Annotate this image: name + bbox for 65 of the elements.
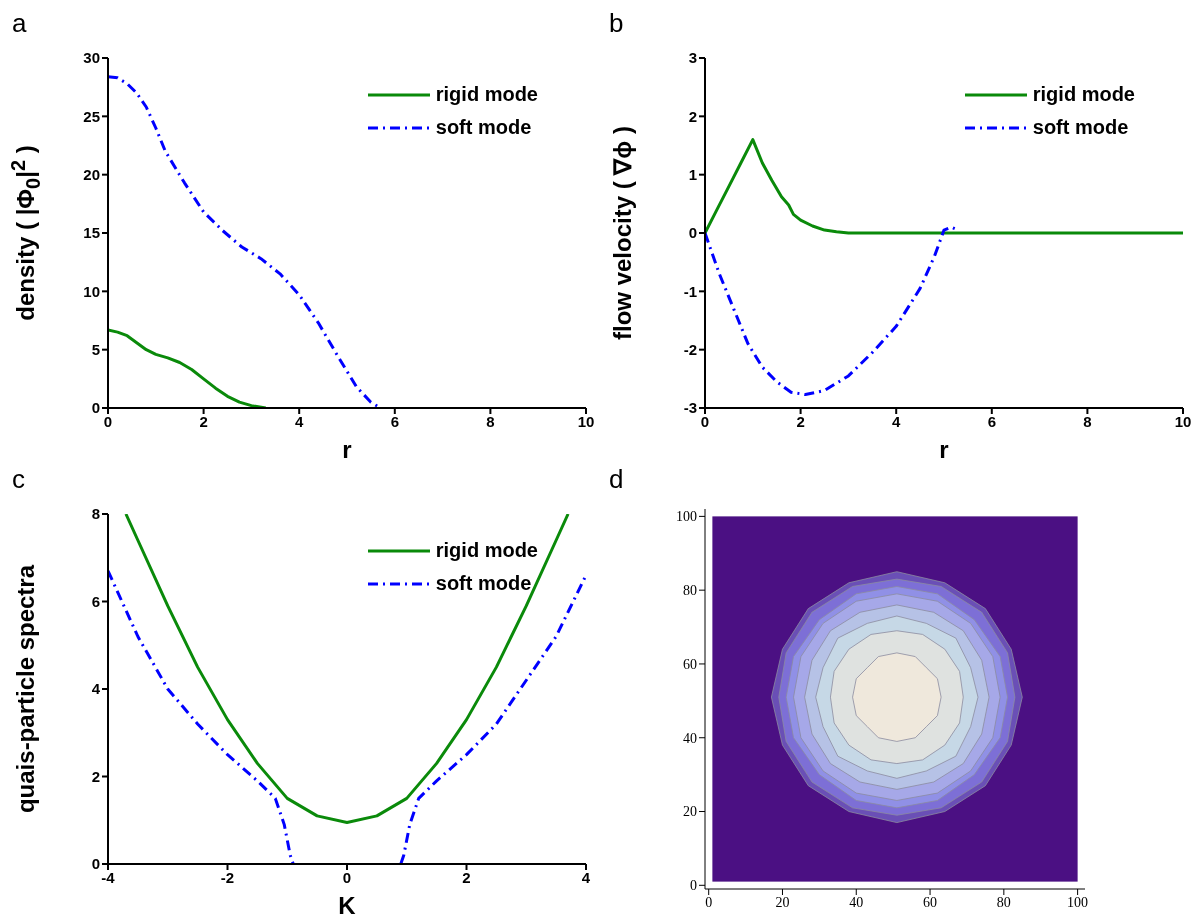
legend-label: soft mode [435,116,532,139]
legend-label: soft mode [435,572,532,595]
x-tick-label: 0 [103,412,113,430]
legend-label: rigid mode [1032,83,1135,106]
x-tick-label: 2 [199,412,208,430]
y-tick-label: 1 [688,165,697,183]
legend-label: soft mode [1032,116,1129,139]
y-axis-title: flow velocity ( ∇ϕ ) [609,125,637,341]
x-tick-label: 0 [700,412,710,430]
x-tick-label: 60 [923,894,938,910]
line-series [108,328,268,408]
y-tick-label: -2 [683,340,697,358]
x-tick-label: 80 [996,894,1011,910]
y-tick-label: 20 [83,165,100,183]
legend-label: rigid mode [435,83,538,106]
line-series [705,138,1183,235]
x-axis-title: K [337,892,357,920]
x-tick-label: 8 [1083,412,1092,430]
x-tick-label: 0 [342,868,352,886]
x-tick-label: 6 [987,412,996,430]
x-tick-label: 10 [577,412,595,430]
y-tick-label: 60 [683,656,697,672]
x-tick-label: 100 [1067,894,1089,910]
y-tick-label: 3 [688,49,697,67]
line-series [124,514,570,824]
y-tick-label: 2 [688,107,697,125]
y-tick-label: 0 [91,399,100,417]
y-tick-label: 20 [683,804,697,820]
x-tick-label: 4 [295,412,305,430]
y-tick-label: 2 [91,767,100,785]
y-tick-label: 10 [83,282,100,300]
x-tick-label: 4 [581,868,591,886]
x-tick-label: 20 [775,894,790,910]
x-tick-label: 8 [486,412,495,430]
y-axis-title: quais-particle spectra [12,564,40,814]
chart-title: c [12,464,25,495]
y-tick-label: 0 [688,224,697,242]
x-axis-title: r [938,436,950,464]
x-tick-label: 4 [892,412,902,430]
y-tick-label: 25 [83,107,100,125]
y-tick-label: 5 [91,340,100,358]
x-tick-label: 6 [390,412,399,430]
y-tick-label: 100 [676,509,697,525]
y-tick-label: 80 [683,583,697,599]
x-tick-label: -4 [101,868,116,886]
x-tick-label: 10 [1174,412,1192,430]
x-tick-label: -2 [220,868,235,886]
x-tick-label: 40 [849,894,864,910]
x-tick-label: 2 [796,412,805,430]
chart-title: d [609,464,624,495]
y-tick-label: 15 [83,224,100,242]
x-tick-label: 0 [705,894,713,910]
y-tick-label: 30 [83,49,100,67]
y-tick-label: 4 [91,680,101,698]
y-tick-label: 6 [91,592,100,610]
y-tick-label: 40 [683,730,697,746]
y-tick-label: 0 [91,855,100,873]
x-axis-title: r [341,436,353,464]
chart-title: a [12,8,27,39]
chart-title: b [609,8,624,39]
legend-label: rigid mode [435,539,538,562]
x-tick-label: 2 [462,868,471,886]
y-tick-label: -1 [683,282,697,300]
y-tick-label: 8 [91,505,100,523]
y-tick-label: -3 [683,399,697,417]
